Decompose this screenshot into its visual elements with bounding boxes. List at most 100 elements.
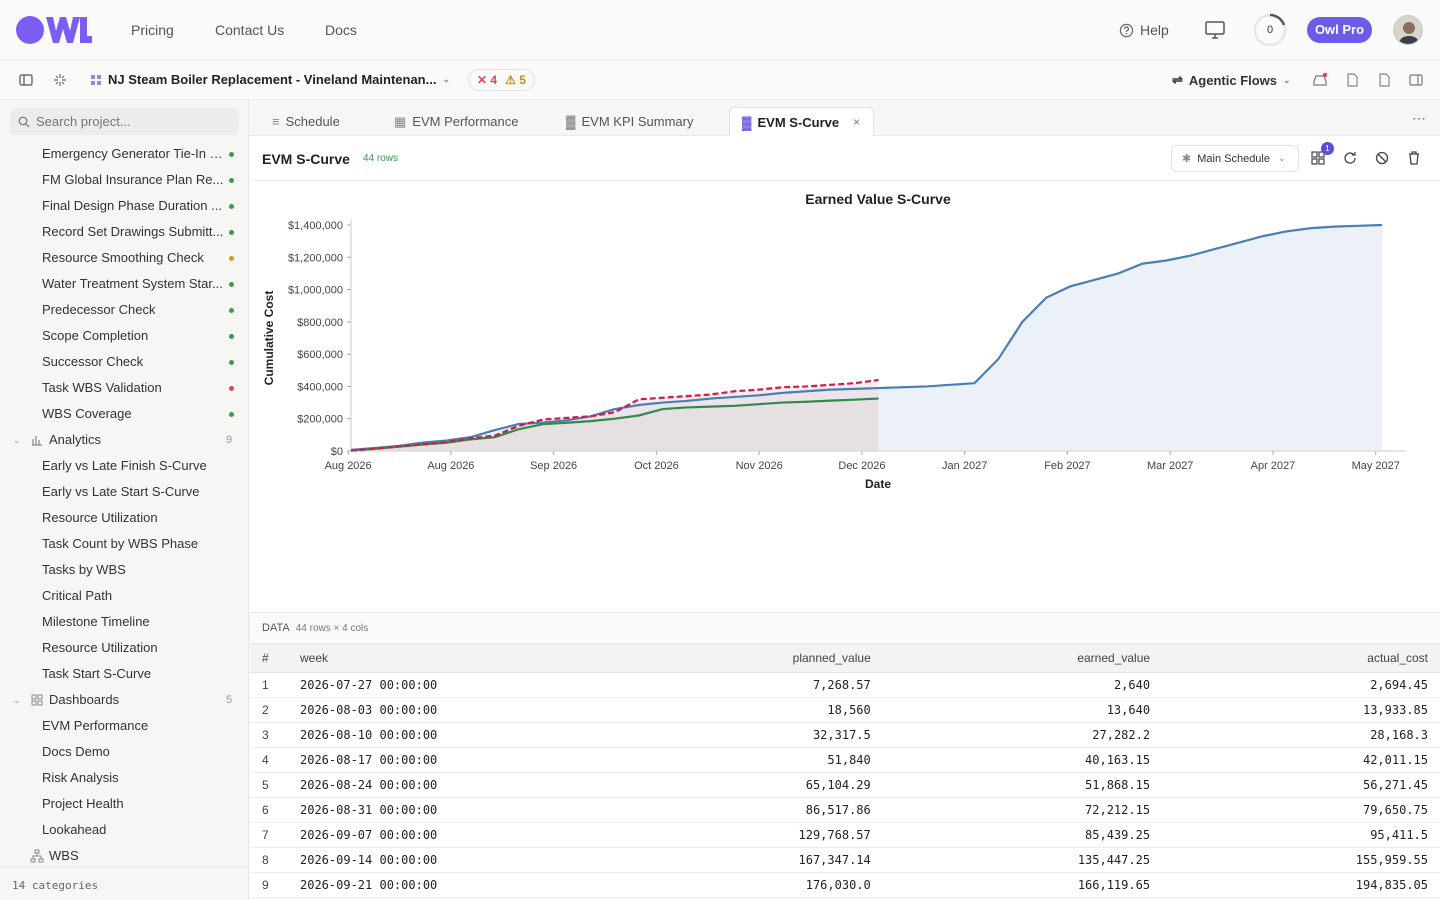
column-header[interactable]: week	[288, 643, 588, 673]
x-tick-label: Nov 2026	[736, 460, 783, 472]
sidebar-item-label: Resource Smoothing Check	[42, 250, 204, 265]
nav-docs[interactable]: Docs	[325, 22, 357, 38]
refresh-icon[interactable]	[1342, 150, 1358, 166]
file-import-icon[interactable]	[1376, 72, 1392, 88]
nav-contact[interactable]: Contact Us	[215, 22, 285, 38]
x-tick-label: May 2027	[1352, 460, 1400, 472]
tab-evm-kpi-summary[interactable]: ▓ EVM KPI Summary	[566, 114, 694, 129]
disable-icon[interactable]	[1374, 150, 1390, 166]
tab-evm-s-curve[interactable]: ▓ EVM S-Curve ×	[729, 107, 874, 136]
table-cell: 51,840	[588, 747, 883, 773]
table-cell: 28,168.3	[1162, 722, 1440, 748]
inbox-icon[interactable]	[1312, 72, 1328, 88]
sidebar-group-wbs[interactable]: WBS	[0, 843, 249, 869]
sidebar-item[interactable]: Lookahead	[0, 817, 249, 843]
sparkle-icon[interactable]	[52, 72, 68, 88]
sidebar-item[interactable]: Early vs Late Finish S-Curve	[0, 453, 249, 479]
sidebar-check-item[interactable]: Record Set Drawings Submitt...	[0, 219, 249, 245]
sidebar-toggle-icon[interactable]	[18, 72, 34, 88]
column-header[interactable]: planned_value	[588, 643, 883, 673]
sidebar-item[interactable]: Tasks by WBS	[0, 557, 249, 583]
sidebar-item-label: Predecessor Check	[42, 302, 156, 317]
close-icon[interactable]: ×	[853, 115, 861, 129]
x-tick-label: Aug 2026	[325, 460, 372, 472]
status-dot	[229, 256, 234, 261]
s-curve-chart: Earned Value S-Curve Date Cumulative Cost $…	[262, 191, 1406, 491]
sidebar-item[interactable]: Early vs Late Start S-Curve	[0, 479, 249, 505]
sidebar-item[interactable]: Milestone Timeline	[0, 609, 249, 635]
nav-pricing[interactable]: Pricing	[131, 22, 174, 38]
help-button[interactable]: Help	[1119, 22, 1169, 38]
monitor-icon[interactable]	[1204, 19, 1226, 41]
schedule-icon: ✱	[1182, 153, 1192, 165]
file-export-icon[interactable]	[1344, 72, 1360, 88]
tab-schedule[interactable]: ≡ Schedule	[272, 114, 340, 129]
column-header[interactable]: actual_cost	[1162, 643, 1440, 673]
table-row[interactable]: 9 2026-09-21 00:00:00 176,030.0 166,119.65 1…	[250, 872, 1440, 898]
search-box[interactable]: Search project...	[10, 108, 239, 135]
column-header[interactable]: earned_value	[882, 643, 1163, 673]
table-cell: 2026-08-17 00:00:00	[288, 747, 588, 773]
owl-pro-button[interactable]: Owl Pro	[1307, 17, 1372, 43]
project-selector[interactable]: NJ Steam Boiler Replacement - Vineland M…	[90, 72, 450, 87]
sidebar-group-dashboards[interactable]: ⌄ Dashboards 5	[0, 687, 249, 713]
sidebar-item[interactable]: EVM Performance	[0, 713, 249, 739]
sidebar-footer: 14 categories	[0, 866, 249, 900]
sidebar-item[interactable]: Critical Path	[0, 583, 249, 609]
sidebar-group-analytics[interactable]: ⌄ Analytics 9	[0, 427, 249, 453]
table-cell: 135,447.25	[882, 847, 1163, 873]
sidebar-item-label: Scope Completion	[42, 328, 149, 343]
sidebar-item[interactable]: Project Health	[0, 791, 249, 817]
y-tick-label: $400,000	[297, 381, 343, 393]
sidebar-item-label: Project Health	[42, 796, 124, 811]
issues-badge[interactable]: ✕ 4 ⚠ 5	[468, 69, 535, 91]
sidebar-item[interactable]: Risk Analysis	[0, 765, 249, 791]
sidebar-check-item[interactable]: Task WBS Validation	[0, 375, 249, 401]
table-cell: 18,560	[588, 697, 883, 723]
sidebar-item[interactable]: Resource Utilization	[0, 505, 249, 531]
table-row[interactable]: 5 2026-08-24 00:00:00 65,104.29 51,868.15 56…	[250, 772, 1440, 798]
help-icon	[1119, 23, 1134, 37]
more-options-icon[interactable]: ⋯	[1412, 110, 1426, 126]
y-axis-label: Cumulative Cost	[262, 291, 276, 386]
table-row[interactable]: 1 2026-07-27 00:00:00 7,268.57 2,640 2,694.4…	[250, 672, 1440, 698]
top-nav: Pricing Contact Us Docs Help 0 Owl Pro	[0, 0, 1440, 60]
owl-logo[interactable]	[16, 14, 92, 46]
table-row[interactable]: 8 2026-09-14 00:00:00 167,347.14 135,447.25…	[250, 847, 1440, 873]
sidebar-check-item[interactable]: Successor Check	[0, 349, 249, 375]
sidebar-check-item[interactable]: Emergency Generator Tie-In f...	[0, 141, 249, 167]
table-row[interactable]: 6 2026-08-31 00:00:00 86,517.86 72,212.15 79…	[250, 797, 1440, 823]
sidebar-item[interactable]: Task Count by WBS Phase	[0, 531, 249, 557]
sidebar-item-label: Milestone Timeline	[42, 614, 150, 629]
chevron-down-icon: ⌄	[13, 695, 21, 705]
chart-title: Earned Value S-Curve	[805, 191, 951, 207]
warning-icon: ⚠	[505, 73, 516, 87]
table-row[interactable]: 2 2026-08-03 00:00:00 18,560 13,640 13,933.8…	[250, 697, 1440, 723]
sidebar-check-item[interactable]: Water Treatment System Star...	[0, 271, 249, 297]
tab-evm-performance[interactable]: ▦ EVM Performance	[394, 113, 519, 130]
status-dot	[229, 334, 234, 339]
sidebar-item[interactable]: Resource Utilization	[0, 635, 249, 661]
sidebar-check-item[interactable]: Scope Completion	[0, 323, 249, 349]
series-area	[351, 398, 879, 451]
usage-ring[interactable]: 0	[1253, 13, 1287, 47]
column-header[interactable]: #	[250, 643, 288, 673]
table-row[interactable]: 7 2026-09-07 00:00:00 129,768.57 85,439.25 9…	[250, 822, 1440, 848]
sidebar-check-item[interactable]: Resource Smoothing Check	[0, 245, 249, 271]
agentic-flows-menu[interactable]: ⇌ Agentic Flows ⌄	[1172, 72, 1291, 88]
search-input[interactable]: Search project...	[36, 114, 131, 129]
trash-icon[interactable]	[1406, 150, 1422, 166]
table-row[interactable]: 4 2026-08-17 00:00:00 51,840 40,163.15 42,01…	[250, 747, 1440, 773]
right-panel-icon[interactable]	[1408, 72, 1424, 88]
table-row[interactable]: 3 2026-08-10 00:00:00 32,317.5 27,282.2 28,1…	[250, 722, 1440, 748]
sidebar-item[interactable]: Docs Demo	[0, 739, 249, 765]
avatar[interactable]	[1393, 15, 1423, 45]
sidebar-item[interactable]: Task Start S-Curve	[0, 661, 249, 687]
sidebar-check-item[interactable]: Predecessor Check	[0, 297, 249, 323]
sidebar-check-item[interactable]: FM Global Insurance Plan Re...	[0, 167, 249, 193]
sidebar-check-item[interactable]: WBS Coverage	[0, 401, 249, 427]
schedule-select[interactable]: ✱ Main Schedule ⌄	[1171, 145, 1299, 172]
data-label: DATA	[262, 622, 290, 634]
sidebar-check-item[interactable]: Final Design Phase Duration ...	[0, 193, 249, 219]
main-panel: EVM S-Curve 44 rows ✱ Main Schedule ⌄ 1 …	[250, 136, 1440, 900]
